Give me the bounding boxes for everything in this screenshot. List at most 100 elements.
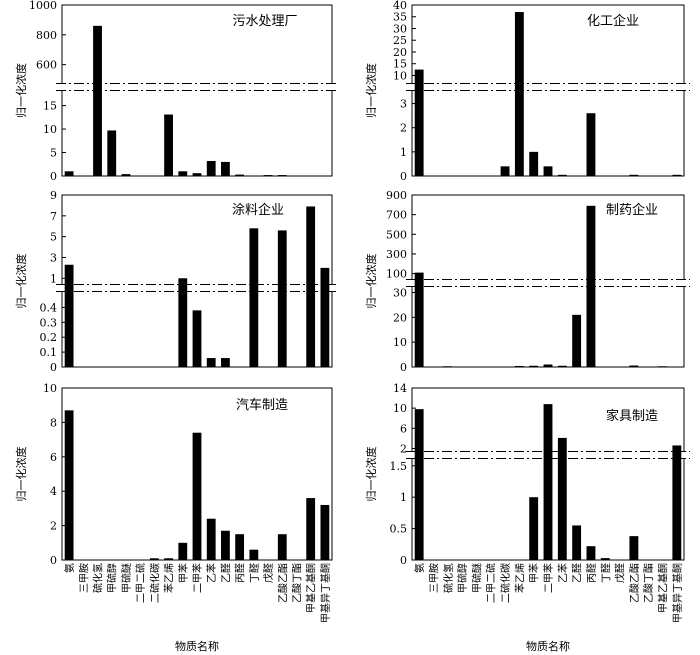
y-tick-label: 0 [400, 554, 407, 567]
y-tick-label: 500 [386, 228, 407, 241]
y-tick-label: 15 [393, 58, 407, 71]
x-tick-label: 丁醛 [248, 563, 261, 583]
bar-13 [235, 534, 245, 560]
axis-break-gap [56, 83, 338, 91]
x-tick-label: 乙酸乙酯 [276, 563, 289, 603]
x-axis-label: 物质名称 [175, 639, 219, 653]
x-tick-label: 甲硫醚 [470, 563, 483, 593]
axis-break-gap [406, 279, 690, 287]
x-tick-label: 甲硫醇 [106, 563, 119, 593]
x-tick-label: 硫化氢 [92, 563, 105, 593]
bar-16 [629, 536, 639, 560]
bar-11 [557, 174, 567, 176]
bar-12 [221, 161, 230, 176]
x-tick-label: 二硫化碳 [499, 563, 512, 603]
axis-break-gap [56, 284, 338, 292]
bar-18 [306, 206, 316, 367]
bar-1 [64, 410, 74, 560]
panel-title: 汽车制造 [236, 397, 288, 413]
x-tick-label: 丁醛 [599, 563, 612, 583]
bar-16 [277, 534, 287, 560]
bar-9 [529, 151, 539, 176]
bar-15 [263, 175, 273, 176]
bar-19 [320, 504, 330, 560]
bar-1 [414, 272, 424, 367]
y-tick-label: 5 [50, 147, 57, 160]
x-tick-label: 戊醛 [262, 563, 275, 583]
x-tick-label: 二甲二硫 [485, 563, 498, 603]
x-tick-label: 乙酸丁酯 [642, 563, 655, 603]
y-tick-label: 2 [400, 122, 407, 135]
bar-1 [64, 171, 74, 176]
y-tick-label: 20 [393, 46, 407, 59]
y-tick-label: 700 [386, 209, 407, 222]
y-axis-label: 归一化浓度 [14, 447, 28, 502]
y-tick-label: 10 [393, 336, 407, 349]
bar-12 [221, 358, 230, 367]
bar-14 [600, 558, 610, 560]
y-tick-label: 0 [400, 361, 407, 374]
bar-10 [192, 173, 202, 176]
bar-1 [414, 409, 424, 560]
x-tick-label: 甲苯 [528, 563, 541, 583]
bar-13 [586, 205, 596, 367]
panel-title: 涂料企业 [232, 202, 284, 218]
x-tick-label: 二甲苯 [191, 563, 204, 593]
bar-10 [192, 310, 202, 367]
y-tick-label: 20 [393, 311, 407, 324]
bar-12 [572, 525, 582, 560]
bar-3 [443, 366, 453, 368]
y-axis-label: 归一化浓度 [364, 447, 378, 502]
x-tick-label: 甲基乙基酮 [657, 563, 670, 613]
y-tick-label: 600 [36, 59, 57, 72]
x-tick-label: 氨 [63, 563, 76, 573]
bar-13 [586, 546, 596, 560]
y-tick-label: 1 [400, 146, 407, 159]
panel-title: 家具制造 [606, 408, 658, 424]
y-tick-label: 10 [393, 402, 407, 415]
x-tick-label: 硫化氢 [442, 563, 455, 593]
x-tick-label: 甲苯 [177, 563, 190, 583]
x-tick-label: 三甲胺 [77, 563, 90, 593]
y-tick-label: 3 [400, 98, 407, 111]
bar-12 [221, 530, 230, 560]
bar-11 [206, 160, 216, 176]
bar-11 [557, 437, 567, 560]
bar-9 [529, 365, 539, 367]
x-tick-label: 乙醛 [571, 563, 584, 583]
y-tick-label: 0.1 [40, 346, 58, 359]
y-tick-label: 0.5 [390, 523, 408, 536]
panel-title: 污水处理厂 [232, 14, 297, 29]
x-tick-label: 二甲二硫 [134, 563, 147, 603]
bar-9 [529, 497, 539, 560]
bar-19 [320, 267, 330, 367]
bar-7 [500, 166, 510, 176]
bar-10 [543, 166, 553, 176]
y-tick-label: 15 [43, 100, 57, 113]
x-tick-label: 戊醛 [614, 563, 627, 583]
y-tick-label: 10 [43, 382, 57, 395]
bar-16 [629, 174, 639, 176]
y-tick-label: 30 [393, 22, 407, 35]
y-axis-label: 归一化浓度 [14, 254, 28, 309]
y-tick-label: 40 [393, 0, 407, 12]
x-tick-label: 三甲胺 [427, 563, 440, 593]
y-tick-label: 35 [393, 11, 407, 24]
y-tick-label: 1000 [29, 0, 57, 12]
bar-9 [178, 171, 188, 176]
bar-1 [64, 264, 74, 367]
bar-12 [572, 314, 582, 367]
y-axis-label: 归一化浓度 [364, 63, 378, 118]
bar-9 [178, 278, 188, 367]
y-tick-label: 1 [50, 272, 57, 285]
y-tick-label: 0.3 [40, 316, 58, 329]
y-tick-label: 4 [50, 485, 57, 498]
y-tick-label: 0.4 [40, 301, 58, 314]
bar-19 [672, 174, 682, 176]
x-tick-label: 甲硫醇 [456, 563, 469, 593]
